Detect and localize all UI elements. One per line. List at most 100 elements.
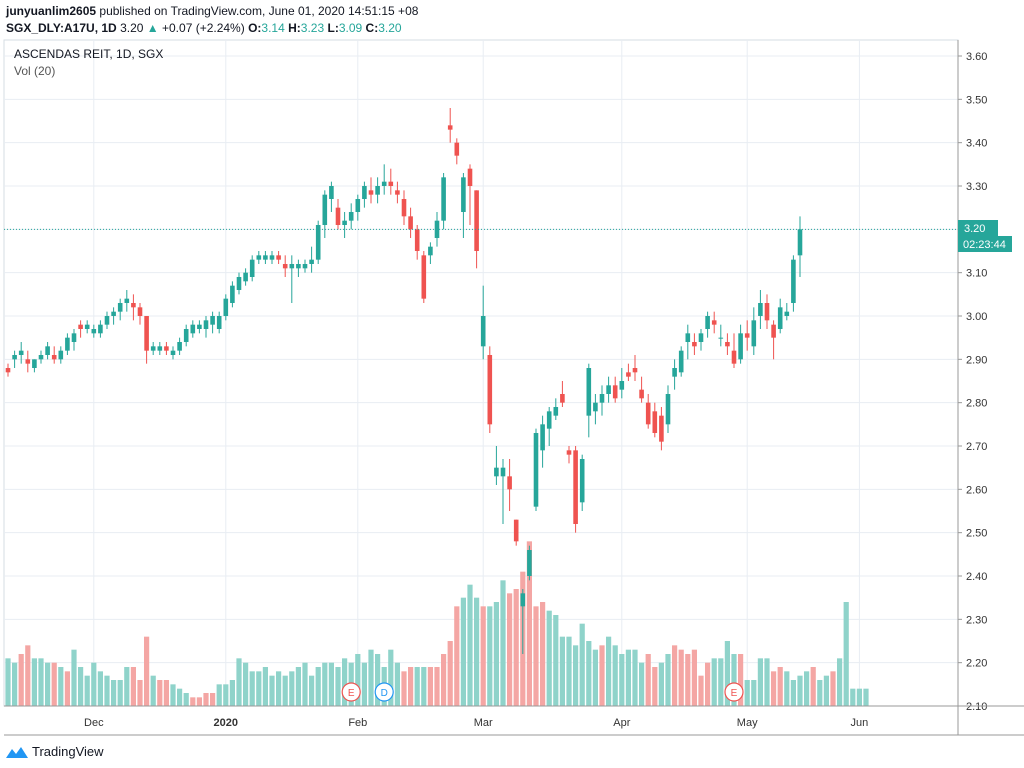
axes: 3.60 3.50 3.40 3.30 3.20 3.10 3.00 2.90 2.80 2.70…: [4, 40, 1024, 736]
candle: [725, 333, 730, 355]
candle: [216, 311, 222, 334]
y-tick-label: 3.10: [966, 268, 987, 280]
volume-bar: [573, 645, 579, 706]
volume-bar: [632, 649, 638, 706]
earnings-marker: [341, 682, 361, 702]
candle: [150, 342, 156, 355]
candle-body: [632, 368, 638, 373]
author-name[interactable]: junyuanlim2605: [6, 4, 97, 18]
volume-bar: [678, 649, 684, 706]
candle: [58, 346, 64, 364]
candle: [381, 164, 387, 195]
candle-body: [375, 186, 380, 195]
volume-bar: [97, 671, 103, 706]
volume-bar: [5, 658, 11, 706]
candle-body: [665, 394, 671, 425]
candle: [131, 294, 136, 321]
candle-body: [243, 272, 248, 282]
volume-bar: [394, 662, 400, 706]
volume-bar: [784, 671, 790, 706]
candle-body: [573, 450, 578, 524]
candle: [210, 311, 215, 334]
candle: [401, 190, 407, 225]
volume-bar: [685, 654, 691, 706]
candle-body: [203, 320, 209, 329]
candle: [665, 385, 671, 433]
countdown-bg: [958, 236, 1012, 252]
volume-bar: [262, 667, 268, 706]
candle-body: [441, 177, 446, 221]
candle-body: [480, 316, 486, 347]
volume-bar: [249, 671, 255, 706]
volume-bar: [810, 667, 816, 706]
candle-body: [797, 229, 803, 256]
candle-body: [144, 316, 149, 351]
candle-body: [428, 246, 433, 256]
candle-body: [111, 311, 116, 316]
candle: [355, 194, 361, 221]
candle-body: [659, 415, 664, 442]
y-tick-label: 3.00: [966, 311, 987, 323]
x-tick-label: 2020: [214, 717, 238, 729]
candle-body: [18, 350, 24, 355]
candle: [593, 394, 598, 425]
candle: [698, 329, 704, 351]
volume-bar: [243, 662, 249, 706]
candle: [454, 138, 460, 165]
candle: [84, 320, 90, 334]
tradingview-footer[interactable]: TradingView: [6, 744, 104, 759]
earnings-marker-label: E: [731, 688, 738, 699]
candle: [282, 255, 288, 277]
candle-body: [84, 324, 90, 329]
candle-body: [698, 333, 704, 342]
volume-bar: [229, 680, 235, 706]
price-tag: 3.20 02:23:44: [958, 220, 1012, 252]
candle-body: [612, 385, 618, 399]
volume-bar: [718, 658, 724, 706]
x-tick-label: Dec: [84, 717, 104, 729]
candle-body: [150, 346, 156, 351]
volume-bar: [771, 671, 777, 706]
volume-bar: [196, 697, 202, 706]
candle: [626, 363, 631, 381]
candle: [302, 259, 308, 273]
x-tick-label: May: [737, 717, 758, 729]
candle: [388, 168, 394, 195]
candle-body: [45, 346, 50, 355]
candle-body: [256, 255, 262, 260]
candle: [5, 363, 11, 377]
volume-bar: [705, 662, 711, 706]
volume-bar: [751, 680, 757, 706]
volume-bar: [190, 697, 196, 706]
candle-body: [381, 181, 387, 186]
volume-bar: [507, 593, 513, 706]
candle-body: [401, 199, 407, 217]
volume-bar: [441, 654, 447, 706]
candle: [791, 255, 796, 312]
candle: [414, 225, 420, 260]
volume-bar: [78, 667, 84, 706]
candle-body: [32, 359, 37, 368]
volume-bar: [467, 584, 473, 706]
volume-bar: [474, 597, 480, 706]
high-value: 3.23: [300, 21, 325, 35]
candle-body: [348, 212, 354, 221]
volume-bar: [553, 615, 559, 706]
volume-bar: [579, 623, 585, 706]
volume-bar: [526, 541, 532, 706]
volume-bar: [150, 675, 156, 706]
volume-bar: [559, 636, 565, 706]
y-tick-label: 2.50: [966, 528, 987, 540]
x-tick-label: Jun: [851, 717, 869, 729]
candle-body: [744, 333, 750, 338]
candle: [164, 342, 169, 355]
x-tick-label: Feb: [348, 717, 367, 729]
y-tick-label: 2.10: [966, 701, 987, 713]
candle: [447, 108, 453, 143]
candle: [157, 342, 163, 355]
candle: [520, 589, 526, 654]
candle: [395, 181, 400, 204]
candle: [500, 459, 506, 524]
